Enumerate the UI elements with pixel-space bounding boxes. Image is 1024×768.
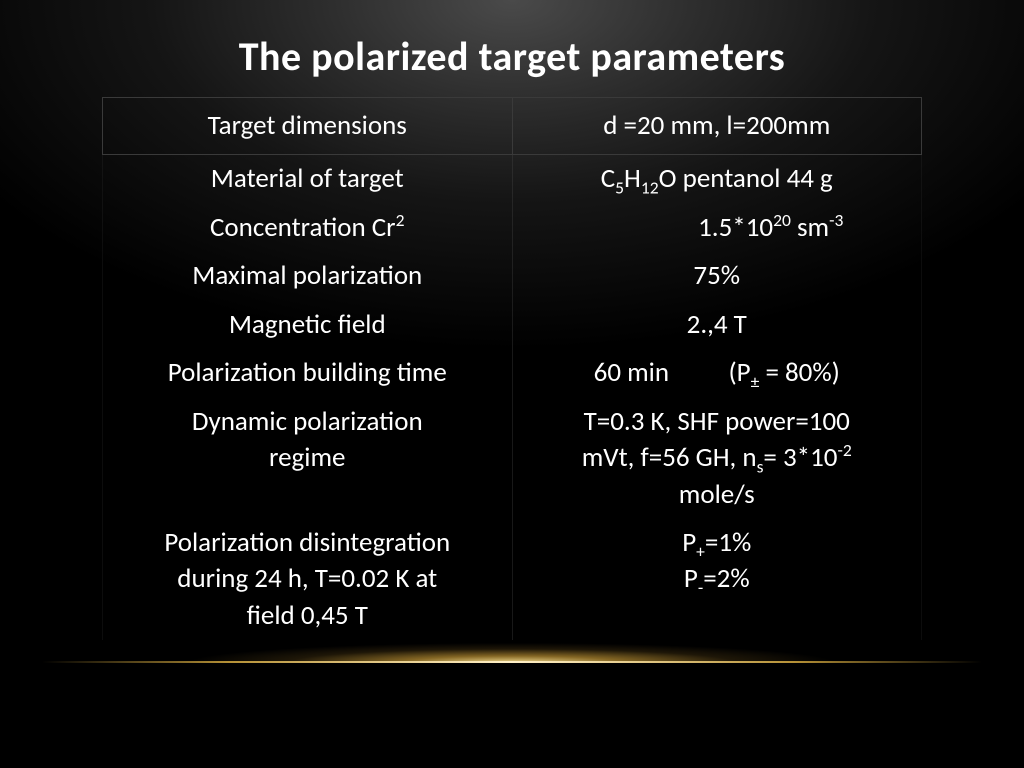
text: T=0.3 K, SHF power=100 (584, 405, 850, 438)
cell-value: 75% (512, 252, 922, 300)
text: mVt, f=56 GH, n (582, 441, 757, 474)
cell-value: T=0.3 K, SHF power=100 mVt, f=56 GH, ns=… (512, 398, 922, 519)
table-row: Polarization disintegration during 24 h,… (103, 519, 922, 640)
cell-value: C5H12O pentanol 44 g (512, 155, 922, 204)
header-right: d =20 mm, l=200mm (512, 98, 922, 155)
text: = 3*10 (763, 441, 837, 474)
cell-value: 60 min(P± = 80%) (512, 349, 922, 397)
text: Polarization disintegration (164, 526, 450, 559)
slide-title: The polarized target parameters (60, 32, 964, 81)
cell-label: Maximal polarization (103, 252, 513, 300)
table-row: Maximal polarization 75% (103, 252, 922, 300)
superscript: -2 (837, 439, 851, 461)
cell-label: Material of target (103, 155, 513, 204)
text: Dynamic polarization (192, 405, 423, 438)
cell-label: Dynamic polarization regime (103, 398, 513, 519)
text: during 24 h, T=0.02 K at (177, 562, 437, 595)
slide-content: The polarized target parameters Target d… (0, 0, 1024, 640)
text: (P (728, 356, 750, 389)
text: = 80%) (759, 356, 840, 389)
text: =1% (705, 526, 751, 559)
text: Concentration Cr (210, 211, 396, 244)
text: P (684, 562, 698, 595)
cell-label: Polarization building time (103, 349, 513, 397)
text: C (601, 162, 615, 195)
text: =2% (703, 562, 749, 595)
cell-label: Concentration Cr2 (103, 204, 513, 252)
superscript: 20 (773, 209, 791, 231)
table-row: Magnetic field 2.,4 T (103, 301, 922, 349)
cell-label: Polarization disintegration during 24 h,… (103, 519, 513, 640)
text: regime (269, 441, 345, 474)
cell-label: Magnetic field (103, 301, 513, 349)
text: 60 min (594, 356, 669, 389)
table-row: Concentration Cr2 1.5*1020 sm-3 (103, 204, 922, 252)
text: O pentanol 44 g (659, 162, 833, 195)
subscript: + (696, 540, 705, 562)
text: 1.5*10 (698, 211, 773, 244)
table-row: Polarization building time 60 min(P± = 8… (103, 349, 922, 397)
cell-value: 2.,4 T (512, 301, 922, 349)
cell-value: P+=1% P-=2% (512, 519, 922, 640)
text: field 0,45 T (247, 599, 368, 632)
superscript: -3 (829, 209, 843, 231)
subscript: 5 (615, 177, 624, 199)
text: H (624, 162, 641, 195)
table-header-row: Target dimensions d =20 mm, l=200mm (103, 98, 922, 155)
text: P (682, 526, 696, 559)
table-row: Material of target C5H12O pentanol 44 g (103, 155, 922, 204)
text: sm (791, 211, 829, 244)
table-row: Dynamic polarization regime T=0.3 K, SHF… (103, 398, 922, 519)
text: mole/s (679, 478, 755, 511)
header-left: Target dimensions (103, 98, 513, 155)
cell-value: 1.5*1020 sm-3 (512, 204, 922, 252)
subscript: 12 (641, 177, 659, 199)
parameters-table: Target dimensions d =20 mm, l=200mm Mate… (102, 97, 922, 640)
superscript: 2 (396, 209, 405, 231)
